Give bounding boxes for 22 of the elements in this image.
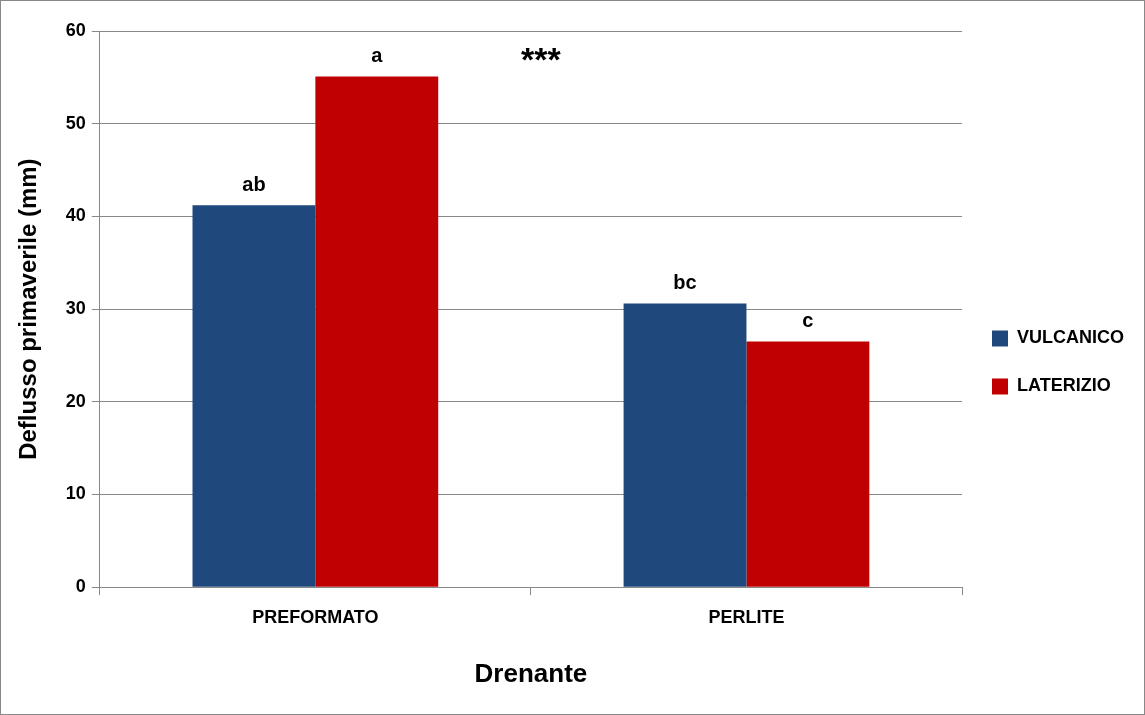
y-tick-label: 50	[65, 112, 86, 133]
x-tick-label: PREFORMATO	[252, 606, 379, 627]
bar	[315, 76, 439, 587]
legend-label: LATERIZIO	[1017, 375, 1111, 396]
annotation: ***	[521, 40, 562, 79]
y-axis-title: Deflusso primaverile (mm)	[14, 158, 42, 460]
annotation: bc	[673, 271, 697, 294]
x-tick-label: PERLITE	[708, 606, 785, 627]
y-tick-label: 10	[65, 483, 86, 504]
annotation: ab	[242, 172, 266, 195]
annotation: a	[371, 43, 384, 66]
y-tick-label: 40	[65, 205, 86, 226]
y-tick-label: 60	[65, 19, 86, 40]
y-tick-label: 30	[65, 298, 86, 319]
annotation: c	[802, 309, 814, 332]
y-tick-label: 0	[75, 576, 86, 597]
x-axis-title: Drenante	[474, 657, 588, 688]
y-tick-label: 20	[65, 390, 86, 411]
legend-label: VULCANICO	[1017, 327, 1124, 348]
bar	[623, 303, 747, 587]
bar	[192, 205, 316, 587]
bar	[746, 341, 870, 587]
